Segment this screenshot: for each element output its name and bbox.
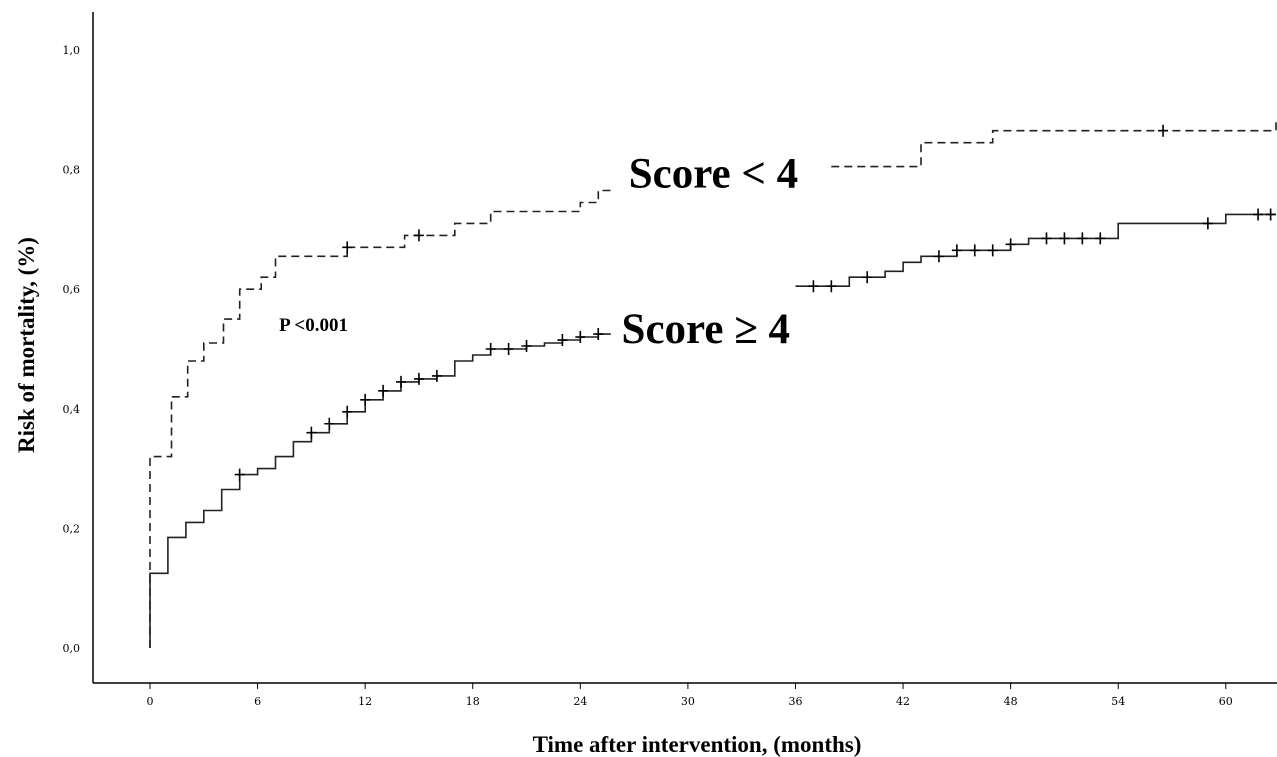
censor-mark [969, 244, 980, 257]
x-tick-label: 18 [466, 695, 480, 708]
dashed-curve-segment [149, 189, 611, 648]
censor-mark [826, 280, 837, 293]
x-tick-label: 42 [896, 695, 910, 708]
y-axis-title: Risk of mortality, (%) [14, 237, 39, 453]
y-tick-label: 0,2 [63, 522, 81, 535]
censor-mark [413, 229, 424, 242]
x-tick-label: 54 [1111, 695, 1125, 708]
censor-mark [485, 343, 496, 355]
p-value-label: P <0.001 [279, 315, 348, 336]
censor-mark [1005, 238, 1016, 251]
censor-mark [933, 250, 944, 263]
annotations: P <0.001 Score < 4 Score ≥ 4 [279, 151, 798, 353]
censor-mark [234, 468, 245, 481]
dashed-curve-segment [831, 118, 1277, 168]
censor-mark [342, 405, 353, 418]
censor-mark [521, 340, 532, 353]
censor-mark [557, 334, 568, 347]
censor-mark [503, 343, 514, 355]
censor-mark [1202, 217, 1213, 230]
censor-mark [1041, 232, 1052, 245]
survival-curves [149, 118, 1277, 648]
censor-mark [1158, 124, 1169, 137]
censor-mark [360, 393, 371, 406]
censor-mark [575, 331, 586, 344]
censor-mark [987, 244, 998, 257]
censor-mark [1059, 232, 1070, 245]
x-ticks: 0 6 12 18 24 30 36 42 48 54 60 [147, 683, 1233, 708]
censor-mark [593, 328, 604, 341]
x-tick-label: 24 [573, 695, 587, 708]
y-tick-label: 0,8 [63, 164, 81, 177]
censor-mark [396, 375, 407, 388]
censor-mark [1253, 208, 1264, 221]
censor-mark [431, 369, 442, 382]
x-tick-label: 0 [147, 695, 154, 708]
y-tick-label: 0,4 [63, 403, 81, 416]
censor-mark [862, 271, 873, 284]
censor-mark [1095, 232, 1106, 245]
group-label: Score ≥ 4 [622, 306, 791, 353]
y-tick-label: 0,0 [63, 642, 81, 655]
x-axis-title: Time after intervention, (months) [533, 732, 862, 757]
censor-mark [808, 280, 819, 293]
censor-mark [951, 244, 962, 257]
censor-mark [324, 417, 335, 430]
x-tick-label: 36 [788, 695, 802, 708]
censor-mark [1077, 232, 1088, 245]
y-ticks: 0,0 0,2 0,4 0,6 0,8 1,0 [63, 44, 81, 655]
solid-curve-segment [149, 333, 611, 648]
y-tick-label: 1,0 [63, 44, 81, 57]
x-tick-label: 48 [1004, 695, 1018, 708]
censor-mark [413, 372, 424, 385]
x-tick-label: 30 [681, 695, 695, 708]
censor-marks [234, 124, 1276, 481]
group-label: Score < 4 [629, 151, 798, 198]
x-tick-label: 12 [358, 695, 372, 708]
x-tick-label: 6 [254, 695, 261, 708]
censor-mark [1265, 208, 1276, 221]
axes [92, 12, 1277, 684]
censor-mark [378, 384, 389, 397]
censor-mark [342, 241, 353, 254]
censor-mark [306, 426, 317, 439]
y-tick-label: 0,6 [63, 283, 81, 296]
x-tick-label: 60 [1219, 695, 1233, 708]
